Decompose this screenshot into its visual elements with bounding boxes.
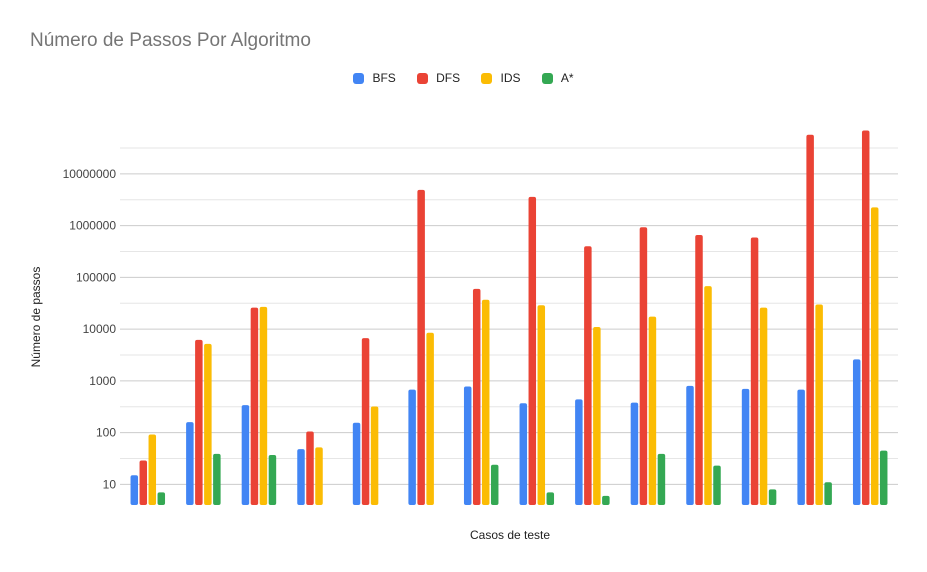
bar-bfs [408, 389, 416, 505]
bar-a [713, 465, 721, 505]
y-tick-label: 10 [103, 477, 117, 491]
bar-bfs [186, 422, 194, 505]
bar-bfs [852, 359, 861, 505]
legend-swatch-bfs [353, 72, 365, 84]
bar-ids [537, 305, 546, 505]
bar-bfs [519, 403, 528, 505]
bar-ids [704, 286, 712, 505]
legend-label-astar: A* [560, 71, 574, 85]
x-axis-label: Casos de teste [469, 528, 551, 542]
bar-ids [593, 327, 601, 505]
legend-item-bfs[interactable]: BFS [353, 71, 396, 85]
bar-a [546, 492, 555, 505]
bar-bfs [797, 389, 805, 505]
bar-dfs [639, 227, 648, 505]
y-tick-label: 100 [96, 426, 116, 440]
bar-ids [815, 304, 823, 505]
bar-dfs [861, 130, 870, 505]
bar-dfs [695, 234, 703, 505]
bar-dfs [806, 134, 814, 505]
bar-dfs [584, 246, 592, 505]
bar-bfs [297, 449, 305, 505]
legend-swatch-dfs [417, 72, 429, 84]
bar-a [157, 492, 166, 505]
bar-a [490, 464, 499, 505]
bar-dfs [750, 237, 759, 505]
bar-a [768, 489, 777, 505]
bar-bfs [241, 405, 250, 505]
bar-a [879, 450, 888, 505]
bar-dfs [472, 288, 481, 505]
bar-bfs [575, 399, 583, 505]
legend-swatch-ids [481, 72, 493, 84]
bar-ids [204, 343, 212, 505]
legend-label-ids: IDS [500, 71, 521, 85]
y-tick-label: 100000 [76, 270, 116, 284]
bar-bfs [130, 475, 139, 505]
bar-ids [426, 332, 434, 505]
bar-dfs [139, 460, 148, 505]
y-tick-label: 10000 [83, 322, 117, 336]
bar-bfs [741, 388, 750, 505]
legend-item-dfs[interactable]: DFS [417, 71, 460, 85]
bar-ids [648, 316, 657, 505]
bar-dfs [250, 307, 259, 505]
bar-bfs [630, 402, 639, 505]
bar-a [657, 453, 666, 505]
bar-ids [259, 306, 268, 505]
bar-ids [148, 434, 157, 505]
bar-ids [481, 299, 490, 505]
legend: BFS DFS IDS A* [0, 71, 927, 87]
chart-title: Número de Passos Por Algoritmo [30, 30, 311, 51]
bar-dfs [195, 339, 203, 505]
bar-bfs [463, 386, 472, 505]
bar-bfs [352, 422, 361, 505]
bar-a [268, 455, 277, 505]
bar-a [824, 482, 832, 505]
y-tick-label: 10000000 [63, 167, 117, 181]
legend-item-ids[interactable]: IDS [481, 71, 521, 85]
bar-ids [759, 307, 768, 505]
legend-item-astar[interactable]: A* [541, 71, 574, 85]
legend-label-bfs: BFS [372, 71, 396, 85]
y-tick-label: 1000000 [69, 219, 116, 233]
legend-swatch-astar [541, 72, 553, 84]
bar-ids [370, 406, 379, 505]
bar-ids [870, 207, 879, 505]
bar-ids [315, 447, 323, 505]
bar-dfs [361, 338, 370, 505]
bar-dfs [528, 196, 537, 505]
bar-a [213, 453, 221, 505]
bar-bfs [686, 385, 694, 505]
bar-a [602, 495, 610, 505]
bar-dfs [417, 189, 425, 505]
bar-dfs [306, 431, 314, 505]
legend-label-dfs: DFS [436, 71, 461, 85]
y-tick-label: 1000 [89, 374, 116, 388]
